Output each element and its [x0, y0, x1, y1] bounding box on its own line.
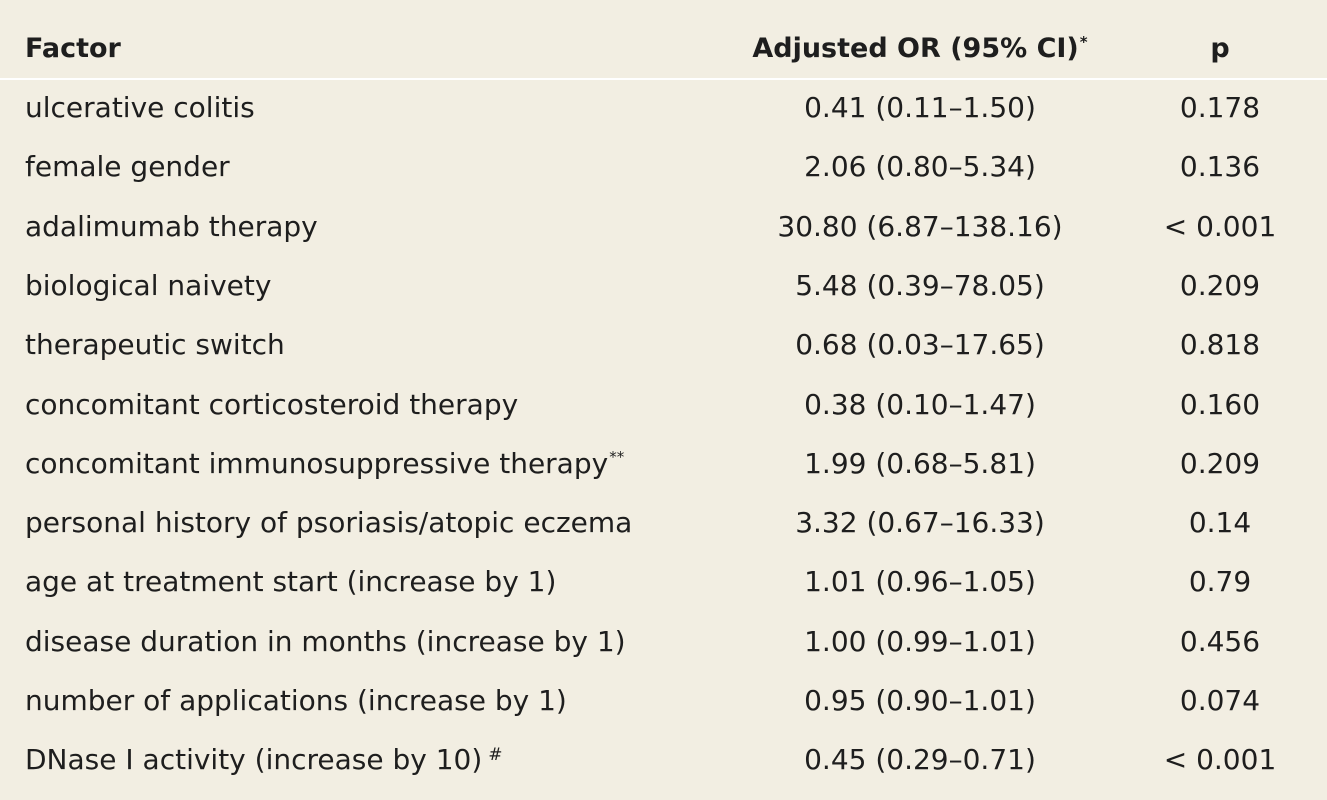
p-value-cell: 0.209 — [1179, 446, 1261, 480]
factor-label: age at treatment start (increase by 1) — [25, 565, 557, 599]
factor-label: personal history of psoriasis/atopic ecz… — [25, 506, 633, 540]
factor-cell: DNase I activity (increase by 10) # — [25, 730, 503, 789]
table-header-row: Factor Adjusted OR (95% CI)* p — [0, 19, 1327, 78]
p-value-cell: 0.209 — [1179, 268, 1261, 302]
p-value-cell: 0.818 — [1179, 328, 1261, 362]
adjusted-or-cell: 0.45 (0.29–0.71) — [804, 743, 1036, 777]
header-or-label: Adjusted OR (95% CI) — [752, 33, 1079, 64]
factor-cell: concomitant corticosteroid therapy — [25, 375, 518, 434]
header-or-footnote-mark: * — [1079, 33, 1088, 51]
factor-label: concomitant corticosteroid therapy — [25, 387, 519, 421]
table-row: therapeutic switch 0.68 (0.03–17.65) 0.818 — [0, 315, 1327, 374]
adjusted-or-cell: 0.38 (0.10–1.47) — [804, 387, 1036, 421]
factor-label: biological naivety — [25, 268, 272, 302]
factor-cell: disease duration in months (increase by … — [25, 612, 626, 671]
header-p: p — [1210, 33, 1230, 64]
factor-cell: concomitant immunosuppressive therapy** — [25, 434, 624, 493]
adjusted-or-cell: 0.68 (0.03–17.65) — [795, 328, 1045, 362]
table-row: personal history of psoriasis/atopic ecz… — [0, 493, 1327, 552]
factor-label: concomitant immunosuppressive therapy — [25, 446, 609, 480]
table-row: disease duration in months (increase by … — [0, 612, 1327, 671]
factor-label: ulcerative colitis — [25, 91, 255, 124]
adjusted-or-cell: 0.41 (0.11–1.50) — [804, 91, 1036, 124]
p-value-cell: 0.456 — [1179, 624, 1261, 658]
header-divider — [0, 78, 1327, 80]
adjusted-or-cell: 1.00 (0.99–1.01) — [804, 624, 1036, 658]
p-value-cell: 0.136 — [1179, 150, 1261, 184]
factor-cell: female gender — [25, 137, 230, 196]
p-value-cell: 0.79 — [1188, 565, 1252, 599]
factor-label: DNase I activity (increase by 10) — [25, 743, 483, 777]
table-row: ulcerative colitis 0.41 (0.11–1.50) 0.178 — [0, 78, 1327, 137]
factor-cell: therapeutic switch — [25, 315, 285, 374]
table-row: biological naivety 5.48 (0.39–78.05) 0.209 — [0, 256, 1327, 315]
adjusted-or-cell: 5.48 (0.39–78.05) — [795, 268, 1045, 302]
table-row: adalimumab therapy 30.80 (6.87–138.16) < 0… — [0, 197, 1327, 256]
table-row: female gender 2.06 (0.80–5.34) 0.136 — [0, 137, 1327, 196]
footnote-mark: # — [488, 745, 503, 766]
header-factor: Factor — [25, 33, 121, 64]
factor-label: adalimumab therapy — [25, 209, 318, 243]
factor-cell: personal history of psoriasis/atopic ecz… — [25, 493, 632, 552]
factor-cell: age at treatment start (increase by 1) — [25, 552, 556, 611]
adjusted-or-cell: 0.95 (0.90–1.01) — [804, 684, 1036, 717]
factor-cell: biological naivety — [25, 256, 271, 315]
factor-label: number of applications (increase by 1) — [25, 684, 567, 717]
adjusted-or-cell: 3.32 (0.67–16.33) — [795, 506, 1045, 540]
adjusted-or-cell: 1.99 (0.68–5.81) — [804, 446, 1036, 480]
adjusted-or-cell: 2.06 (0.80–5.34) — [804, 150, 1036, 184]
p-value-cell: 0.14 — [1188, 506, 1252, 540]
table-row: concomitant immunosuppressive therapy** 1… — [0, 434, 1327, 493]
table-row: DNase I activity (increase by 10) #0.45 (… — [0, 730, 1327, 789]
header-adjusted-or: Adjusted OR (95% CI)* — [700, 19, 1140, 78]
factor-cell: adalimumab therapy — [25, 197, 318, 256]
adjusted-or-cell: 30.80 (6.87–138.16) — [777, 209, 1063, 243]
footnote-mark: ** — [609, 447, 625, 466]
factor-cell: number of applications (increase by 1) — [25, 671, 567, 730]
table-row: number of applications (increase by 1) 0.… — [0, 671, 1327, 730]
table-row: age at treatment start (increase by 1) 1.… — [0, 552, 1327, 611]
p-value-cell: 0.178 — [1179, 91, 1261, 124]
p-value-cell: 0.160 — [1179, 387, 1261, 421]
factor-cell: ulcerative colitis — [25, 78, 255, 137]
factor-label: therapeutic switch — [25, 328, 285, 362]
table-row: concomitant corticosteroid therapy 0.38 (… — [0, 375, 1327, 434]
p-value-cell: 0.074 — [1179, 684, 1261, 717]
factor-label: female gender — [25, 150, 230, 184]
p-value-cell: < 0.001 — [1163, 209, 1277, 243]
p-value-cell: < 0.001 — [1163, 743, 1277, 777]
factor-label: disease duration in months (increase by … — [25, 624, 626, 658]
adjusted-or-cell: 1.01 (0.96–1.05) — [804, 565, 1036, 599]
